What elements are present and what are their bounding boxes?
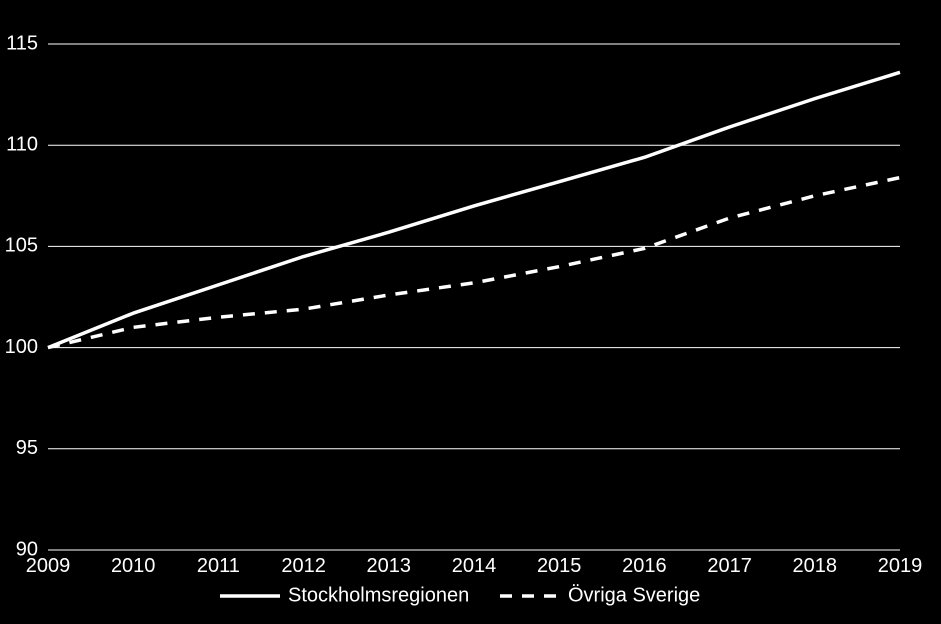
legend-label: Stockholmsregionen bbox=[288, 584, 469, 606]
x-tick-label: 2013 bbox=[367, 555, 412, 577]
x-tick-label: 2019 bbox=[878, 555, 923, 577]
line-chart: 9095100105110115200920102011201220132014… bbox=[0, 0, 941, 624]
x-tick-label: 2011 bbox=[197, 555, 240, 577]
y-tick-label: 100 bbox=[5, 336, 38, 358]
x-tick-label: 2014 bbox=[452, 555, 497, 577]
y-tick-label: 110 bbox=[6, 133, 38, 155]
y-tick-label: 95 bbox=[16, 437, 38, 459]
x-tick-label: 2010 bbox=[111, 555, 156, 577]
legend-label: Övriga Sverige bbox=[568, 584, 700, 606]
x-tick-label: 2012 bbox=[281, 555, 326, 577]
x-tick-label: 2017 bbox=[707, 555, 752, 577]
y-tick-label: 115 bbox=[6, 32, 38, 54]
x-tick-label: 2016 bbox=[622, 555, 667, 577]
x-tick-label: 2015 bbox=[537, 555, 582, 577]
x-tick-label: 2009 bbox=[26, 555, 71, 577]
x-tick-label: 2018 bbox=[793, 555, 838, 577]
y-tick-label: 105 bbox=[5, 235, 38, 257]
